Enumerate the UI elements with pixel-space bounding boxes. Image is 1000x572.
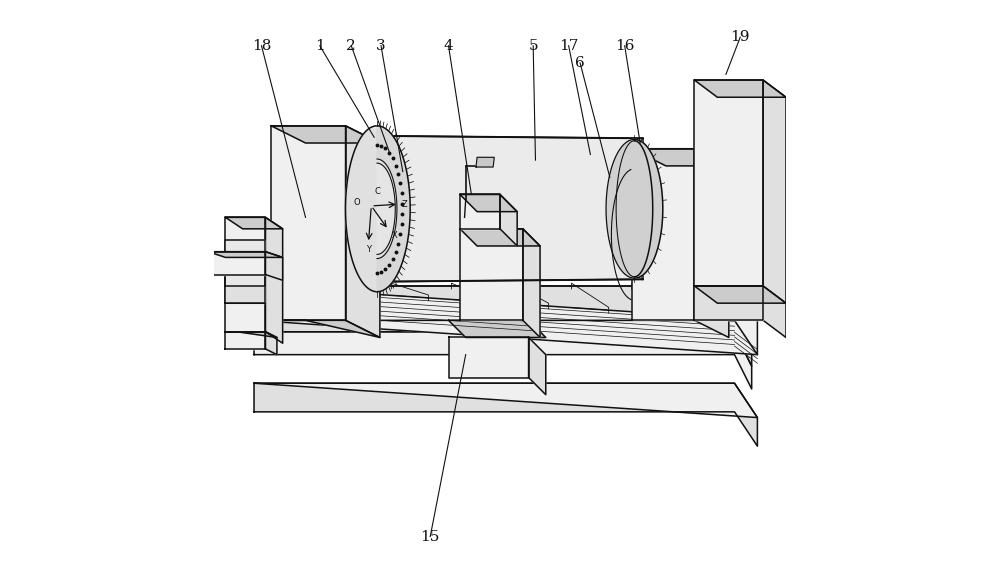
Polygon shape xyxy=(632,149,729,166)
Polygon shape xyxy=(254,332,752,389)
Polygon shape xyxy=(694,286,763,320)
Polygon shape xyxy=(254,320,752,366)
Polygon shape xyxy=(208,252,265,275)
Polygon shape xyxy=(271,126,346,320)
Polygon shape xyxy=(225,332,265,349)
Polygon shape xyxy=(694,80,786,97)
Polygon shape xyxy=(523,229,540,337)
Polygon shape xyxy=(265,332,277,355)
Polygon shape xyxy=(377,126,410,292)
Polygon shape xyxy=(449,320,546,337)
Text: Z: Z xyxy=(402,200,407,209)
Polygon shape xyxy=(254,320,757,355)
Polygon shape xyxy=(606,140,663,278)
Text: 15: 15 xyxy=(421,530,440,543)
Text: 16: 16 xyxy=(615,39,634,53)
Text: X: X xyxy=(391,231,397,240)
Polygon shape xyxy=(694,286,786,303)
Text: 1: 1 xyxy=(315,39,325,53)
Text: 4: 4 xyxy=(444,39,453,53)
Polygon shape xyxy=(616,141,653,277)
Text: 2: 2 xyxy=(346,39,356,53)
Polygon shape xyxy=(529,337,546,395)
Polygon shape xyxy=(265,252,283,280)
Polygon shape xyxy=(346,126,403,292)
Polygon shape xyxy=(265,217,283,343)
Polygon shape xyxy=(763,80,786,337)
Polygon shape xyxy=(377,163,395,255)
Text: 5: 5 xyxy=(528,39,538,53)
Polygon shape xyxy=(460,229,540,246)
Polygon shape xyxy=(254,286,757,320)
Polygon shape xyxy=(271,320,380,337)
Polygon shape xyxy=(476,157,494,167)
Text: 6: 6 xyxy=(575,56,585,70)
Polygon shape xyxy=(254,383,757,446)
Polygon shape xyxy=(449,337,529,378)
Text: O: O xyxy=(353,198,360,206)
Polygon shape xyxy=(254,383,757,418)
Text: 3: 3 xyxy=(376,39,386,53)
Polygon shape xyxy=(632,149,694,320)
Polygon shape xyxy=(460,229,523,320)
Polygon shape xyxy=(225,217,265,332)
Polygon shape xyxy=(225,240,265,286)
Polygon shape xyxy=(694,149,729,337)
Polygon shape xyxy=(225,332,277,337)
Text: 18: 18 xyxy=(252,39,271,53)
Polygon shape xyxy=(346,126,380,337)
Polygon shape xyxy=(271,126,380,143)
Text: Y: Y xyxy=(366,245,371,253)
Polygon shape xyxy=(225,217,283,229)
Text: C: C xyxy=(374,188,380,196)
Polygon shape xyxy=(460,194,500,229)
Text: 17: 17 xyxy=(559,39,578,53)
Polygon shape xyxy=(694,80,763,320)
Polygon shape xyxy=(368,136,643,282)
Polygon shape xyxy=(500,194,517,246)
Polygon shape xyxy=(208,252,283,257)
Text: 19: 19 xyxy=(730,30,750,44)
Polygon shape xyxy=(225,257,265,303)
Polygon shape xyxy=(254,286,757,355)
Polygon shape xyxy=(460,194,517,212)
